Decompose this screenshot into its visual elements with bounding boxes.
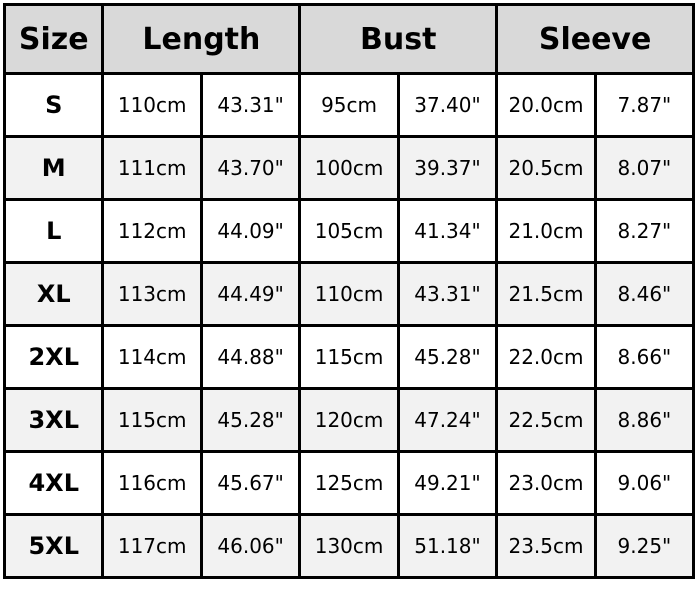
cell-sleeve-cm: 22.0cm [495, 324, 597, 390]
cell-bust-in: 37.40" [396, 72, 499, 138]
cell-length-in: 44.88" [199, 324, 302, 390]
table-row: XL 113cm 44.49" 110cm 43.31" 21.5cm 8.46" [2, 261, 695, 327]
cell-sleeve-in: 9.06" [593, 450, 695, 516]
cell-length-in: 43.31" [199, 72, 302, 138]
header-bust: Bust [298, 3, 499, 75]
cell-size: 4XL [2, 450, 105, 516]
table-row: L 112cm 44.09" 105cm 41.34" 21.0cm 8.27" [2, 198, 695, 264]
cell-sleeve-in: 9.25" [593, 513, 695, 579]
table-row: S 110cm 43.31" 95cm 37.40" 20.0cm 7.87" [2, 72, 695, 138]
cell-sleeve-in: 8.46" [593, 261, 695, 327]
cell-length-in: 46.06" [199, 513, 302, 579]
cell-sleeve-in: 8.27" [593, 198, 695, 264]
table-row: 4XL 116cm 45.67" 125cm 49.21" 23.0cm 9.06" [2, 450, 695, 516]
table-row: 3XL 115cm 45.28" 120cm 47.24" 22.5cm 8.86" [2, 387, 695, 453]
cell-bust-cm: 125cm [298, 450, 400, 516]
cell-sleeve-cm: 23.5cm [495, 513, 597, 579]
cell-bust-in: 41.34" [396, 198, 499, 264]
cell-sleeve-in: 8.66" [593, 324, 695, 390]
cell-bust-in: 51.18" [396, 513, 499, 579]
table-row: 2XL 114cm 44.88" 115cm 45.28" 22.0cm 8.66" [2, 324, 695, 390]
cell-sleeve-in: 8.86" [593, 387, 695, 453]
cell-length-in: 44.49" [199, 261, 302, 327]
cell-bust-cm: 100cm [298, 135, 400, 201]
cell-sleeve-cm: 23.0cm [495, 450, 597, 516]
cell-sleeve-cm: 20.0cm [495, 72, 597, 138]
header-size: Size [2, 3, 105, 75]
size-chart-table: Size Length Bust Sleeve S 110cm 43.31" 95cm… [2, 3, 695, 579]
cell-bust-cm: 105cm [298, 198, 400, 264]
cell-length-cm: 115cm [101, 387, 203, 453]
cell-bust-cm: 120cm [298, 387, 400, 453]
cell-sleeve-in: 7.87" [593, 72, 695, 138]
cell-bust-in: 45.28" [396, 324, 499, 390]
cell-size: 5XL [2, 513, 105, 579]
cell-bust-in: 47.24" [396, 387, 499, 453]
cell-size: L [2, 198, 105, 264]
cell-sleeve-cm: 20.5cm [495, 135, 597, 201]
cell-length-cm: 112cm [101, 198, 203, 264]
cell-sleeve-cm: 21.5cm [495, 261, 597, 327]
header-sleeve: Sleeve [495, 3, 695, 75]
cell-length-in: 45.67" [199, 450, 302, 516]
cell-length-cm: 113cm [101, 261, 203, 327]
cell-bust-cm: 110cm [298, 261, 400, 327]
table-row: M 111cm 43.70" 100cm 39.37" 20.5cm 8.07" [2, 135, 695, 201]
cell-size: M [2, 135, 105, 201]
cell-size: XL [2, 261, 105, 327]
cell-bust-in: 43.31" [396, 261, 499, 327]
cell-sleeve-cm: 22.5cm [495, 387, 597, 453]
cell-length-cm: 114cm [101, 324, 203, 390]
cell-bust-cm: 130cm [298, 513, 400, 579]
cell-length-cm: 110cm [101, 72, 203, 138]
cell-length-cm: 111cm [101, 135, 203, 201]
header-row: Size Length Bust Sleeve [2, 3, 695, 75]
cell-size: S [2, 72, 105, 138]
cell-bust-in: 39.37" [396, 135, 499, 201]
cell-bust-cm: 115cm [298, 324, 400, 390]
cell-length-in: 43.70" [199, 135, 302, 201]
cell-length-in: 44.09" [199, 198, 302, 264]
cell-size: 3XL [2, 387, 105, 453]
table-row: 5XL 117cm 46.06" 130cm 51.18" 23.5cm 9.25" [2, 513, 695, 579]
cell-sleeve-cm: 21.0cm [495, 198, 597, 264]
cell-bust-in: 49.21" [396, 450, 499, 516]
cell-sleeve-in: 8.07" [593, 135, 695, 201]
cell-length-in: 45.28" [199, 387, 302, 453]
cell-bust-cm: 95cm [298, 72, 400, 138]
cell-size: 2XL [2, 324, 105, 390]
cell-length-cm: 117cm [101, 513, 203, 579]
cell-length-cm: 116cm [101, 450, 203, 516]
header-length: Length [101, 3, 302, 75]
